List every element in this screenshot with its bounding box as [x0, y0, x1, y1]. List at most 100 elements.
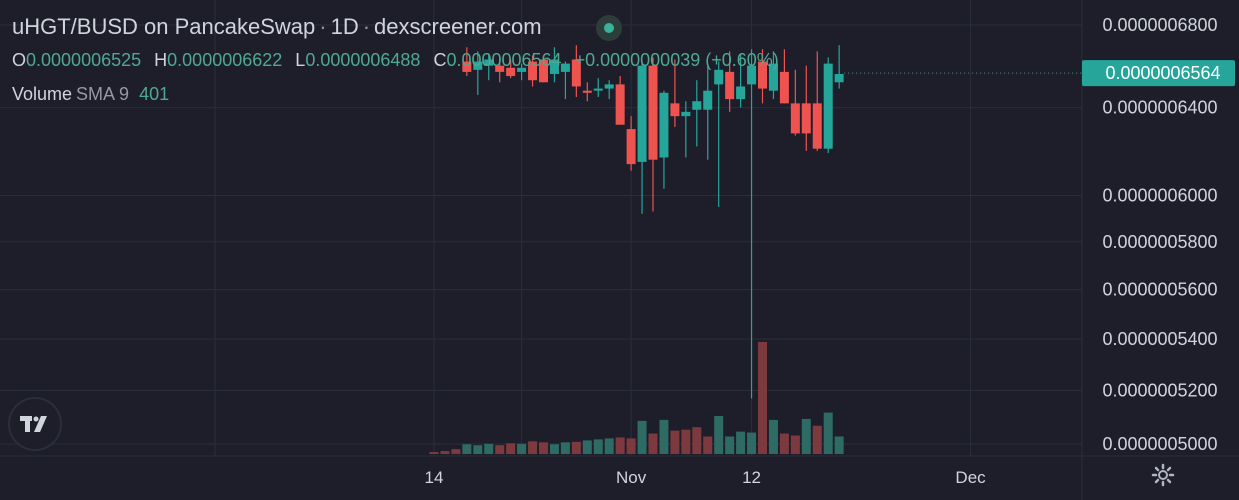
price-tick-label: 0.0000005800	[1102, 232, 1217, 252]
price-tick-label: 0.0000005600	[1102, 280, 1217, 300]
candle-body	[659, 92, 669, 158]
price-axis[interactable]: 0.0000006800 0.0000006400 0.0000006000 0.00…	[1102, 15, 1217, 454]
high-label: H	[154, 50, 168, 70]
candle-body	[790, 103, 800, 134]
candle-body	[703, 90, 713, 110]
open-label: O	[12, 50, 27, 70]
candle-body	[801, 103, 811, 134]
volume-sma-label: SMA 9	[76, 84, 130, 104]
volume-bar	[615, 437, 625, 454]
volume-bar	[736, 431, 746, 454]
candle-body	[462, 61, 472, 72]
volume-bar	[768, 419, 778, 454]
tradingview-logo-icon[interactable]	[8, 397, 62, 451]
volume-bar	[779, 433, 789, 454]
volume-bar	[495, 445, 505, 454]
candle-body	[571, 59, 581, 87]
price-tick-label: 0.0000006000	[1102, 186, 1217, 206]
candle-body	[758, 61, 767, 89]
low-label: L	[295, 50, 306, 70]
gear-icon	[1151, 463, 1175, 487]
volume-bar	[637, 420, 647, 454]
volume-bar	[812, 425, 822, 454]
ohlc-legend: O0.0000006525 H0.0000006622 L0.000000648…	[12, 50, 787, 71]
candle-body	[648, 65, 658, 160]
last-price-tag: 0.0000006564	[1082, 60, 1235, 87]
candle-body	[604, 84, 614, 89]
candles	[462, 45, 844, 399]
volume-legend[interactable]: Volume SMA 9 401	[12, 84, 169, 105]
candle-body	[681, 111, 691, 117]
volume-bar	[549, 444, 559, 454]
time-tick-label: Dec	[955, 468, 986, 487]
candle-body	[539, 59, 548, 83]
candle-body	[692, 101, 702, 110]
last-price-label: 0.0000006564	[1105, 63, 1220, 83]
volume-bar	[758, 342, 767, 454]
source-label: dexscreener.com	[374, 14, 542, 39]
time-tick-label: Nov	[616, 468, 647, 487]
candle-body	[768, 63, 778, 91]
pair-name: uHGT/BUSD on PancakeSwap	[12, 14, 316, 39]
candle-body	[473, 61, 483, 70]
candle-body	[528, 61, 538, 81]
interval-label[interactable]: 1D	[330, 14, 359, 39]
candle-body	[812, 103, 822, 149]
volume-bar	[801, 418, 811, 454]
settings-gear-icon[interactable]	[1149, 462, 1177, 490]
volume-bar	[703, 436, 713, 454]
chart-title: uHGT/BUSD on PancakeSwap · 1D · dexscreener.…	[12, 14, 542, 40]
volume-bar	[473, 445, 483, 454]
time-tick-label: 12	[742, 468, 761, 487]
candle-body	[736, 86, 746, 100]
title-separator: ·	[319, 14, 327, 39]
volume-bar	[560, 442, 570, 454]
high-value: 0.0000006622	[167, 50, 283, 70]
volume-bar	[440, 451, 450, 454]
price-tick-label: 0.0000005000	[1102, 434, 1217, 454]
volume-bar	[462, 444, 472, 454]
candle-body	[670, 103, 680, 117]
volume-bar	[659, 419, 669, 454]
price-tick-label: 0.0000005400	[1102, 329, 1217, 349]
volume-bar	[429, 452, 439, 454]
volume-bars	[429, 342, 844, 454]
volume-bar	[823, 412, 833, 454]
change-value: +0.0000000039 (+0.60%)	[574, 50, 779, 70]
volume-bar	[790, 435, 800, 454]
candle-body	[506, 67, 516, 77]
open-value: 0.0000006525	[26, 50, 142, 70]
market-status-icon[interactable]	[596, 15, 622, 41]
volume-bar	[539, 442, 548, 454]
candle-body	[714, 69, 724, 85]
candle-body	[725, 71, 735, 100]
volume-bar	[725, 436, 735, 454]
time-tick-label: 14	[425, 468, 444, 487]
volume-bar	[681, 429, 691, 454]
price-tick-label: 0.0000006800	[1102, 15, 1217, 35]
candle-body	[637, 65, 647, 162]
close-value: 0.0000006564	[446, 50, 562, 70]
volume-bar	[571, 441, 581, 454]
volume-bar	[747, 432, 757, 454]
candle-body	[626, 129, 636, 165]
volume-bar	[692, 427, 702, 454]
volume-value: 401	[139, 84, 170, 104]
candle-body	[615, 84, 625, 125]
volume-bar	[714, 416, 724, 454]
volume-bar	[517, 443, 527, 454]
volume-bar	[506, 443, 516, 454]
candle-body	[560, 63, 570, 72]
candle-body	[495, 65, 505, 72]
volume-bar	[626, 438, 636, 454]
candle-body	[823, 63, 833, 149]
volume-bar	[593, 439, 603, 454]
candle-body	[834, 73, 844, 83]
low-value: 0.0000006488	[305, 50, 421, 70]
candle-body	[549, 59, 559, 74]
candle-body	[747, 65, 757, 85]
volume-label: Volume	[12, 84, 73, 104]
candle-body	[517, 67, 527, 72]
time-axis[interactable]: 14 Nov 12 Dec	[425, 468, 987, 487]
